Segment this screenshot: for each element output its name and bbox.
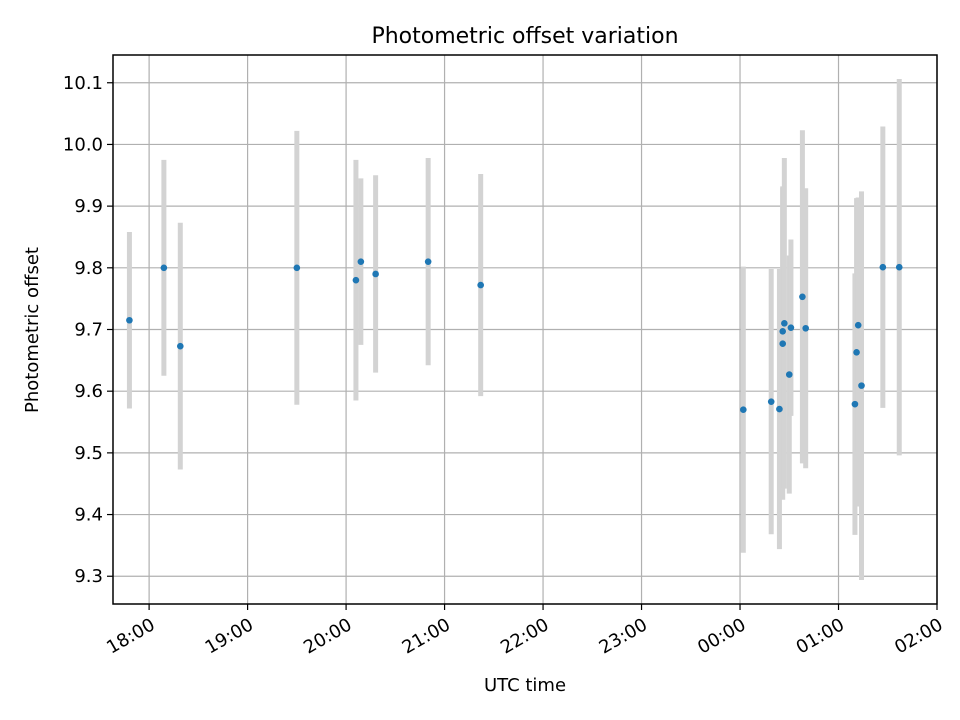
x-tick-label: 21:00 — [399, 614, 454, 658]
data-point — [851, 400, 859, 408]
data-point — [740, 406, 747, 413]
data-point — [477, 281, 484, 289]
y-tick-label: 9.7 — [74, 320, 103, 341]
data-point — [176, 342, 184, 350]
data-point — [858, 382, 865, 389]
data-point — [781, 320, 788, 327]
x-tick-label: 20:00 — [300, 614, 355, 658]
data-point — [879, 263, 887, 271]
data-point — [785, 371, 793, 378]
x-tick-label: 18:00 — [103, 614, 158, 658]
data-point — [767, 398, 775, 405]
y-tick-label: 9.3 — [74, 566, 103, 587]
chart-title: Photometric offset variation — [371, 24, 678, 49]
data-point — [895, 263, 903, 271]
data-point — [854, 321, 862, 329]
data-point — [779, 328, 787, 335]
y-tick-label: 9.9 — [74, 196, 103, 217]
x-axis-label: UTC time — [484, 675, 566, 696]
data-point — [853, 349, 860, 356]
x-tick-label: 01:00 — [793, 614, 848, 658]
data-point — [357, 258, 365, 265]
x-tick-label: 23:00 — [596, 614, 651, 658]
data-point — [352, 276, 360, 284]
y-tick-label: 9.4 — [74, 505, 103, 526]
y-tick-label: 9.5 — [74, 443, 103, 464]
grid-lines — [113, 55, 938, 604]
x-tick-label: 22:00 — [497, 614, 552, 658]
axis-ticks: 9.3 9.4 9.5 9.6 9.7 9.8 9.9 10.0 10.1 18:00 19:00 2… — [63, 73, 947, 659]
data-point — [160, 264, 168, 272]
data-points — [126, 258, 903, 413]
y-tick-label: 9.6 — [74, 381, 103, 402]
x-tick-label: 19:00 — [202, 614, 257, 658]
y-tick-label: 9.8 — [74, 258, 103, 279]
data-point — [372, 270, 379, 278]
y-tick-label: 10.1 — [63, 73, 103, 94]
data-point — [424, 258, 432, 265]
data-point — [779, 340, 787, 347]
y-axis-label: Photometric offset — [22, 247, 43, 413]
data-point — [126, 316, 133, 324]
data-point — [802, 324, 809, 332]
x-tick-label: 02:00 — [891, 614, 946, 658]
y-tick-label: 10.0 — [63, 134, 103, 155]
data-point — [799, 293, 806, 301]
data-point — [776, 405, 783, 413]
data-point — [293, 264, 301, 272]
data-point — [787, 324, 795, 331]
x-tick-label: 00:00 — [694, 614, 749, 658]
